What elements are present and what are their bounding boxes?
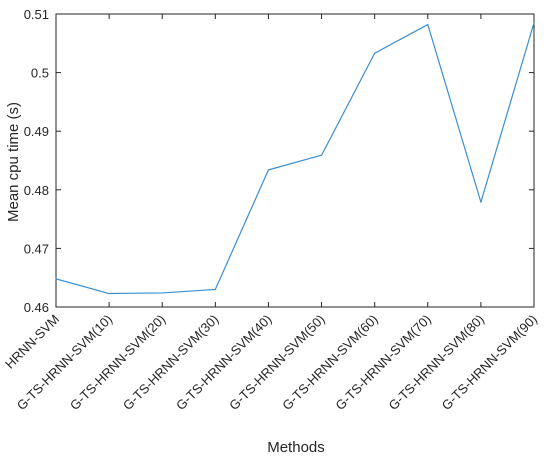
y-axis-title: Mean cpu time (s)	[5, 102, 22, 222]
x-tick-label: G-TS-HRNN-SVM(60)	[279, 312, 381, 414]
data-point	[55, 278, 57, 280]
data-point	[533, 22, 535, 24]
y-tick-label: 0.49	[24, 124, 49, 139]
y-tick-label: 0.47	[24, 241, 49, 256]
data-point	[108, 292, 110, 295]
data-point	[427, 23, 429, 26]
y-tick-label: 0.5	[31, 66, 49, 81]
data-point	[320, 154, 323, 156]
x-tick-label: G-TS-HRNN-SVM(10)	[14, 312, 116, 414]
x-axis-title: Methods	[267, 439, 325, 456]
x-tick-label: G-TS-HRNN-SVM(30)	[120, 312, 222, 414]
y-axis: 0.46 0.47 0.48 0.49 0.5 0.51	[24, 7, 534, 315]
data-point	[214, 288, 216, 291]
x-tick-label: G-TS-HRNN-SVM(80)	[385, 312, 487, 414]
plot-area	[55, 13, 535, 308]
data-point	[480, 201, 482, 203]
series-line	[55, 22, 535, 295]
x-tick-label: G-TS-HRNN-SVM(40)	[173, 312, 275, 414]
y-tick-label: 0.48	[24, 183, 49, 198]
x-tick-label: G-TS-HRNN-SVM(20)	[67, 312, 169, 414]
data-point	[267, 169, 270, 171]
y-tick-label: 0.51	[24, 7, 49, 22]
y-tick-label: 0.46	[24, 300, 49, 315]
data-point	[374, 52, 376, 54]
x-tick-label: G-TS-HRNN-SVM(90)	[439, 312, 541, 414]
axes-box	[55, 13, 535, 308]
data-point	[161, 292, 163, 294]
x-tick-label: G-TS-HRNN-SVM(50)	[226, 312, 328, 414]
x-tick-label: G-TS-HRNN-SVM(70)	[332, 312, 434, 414]
